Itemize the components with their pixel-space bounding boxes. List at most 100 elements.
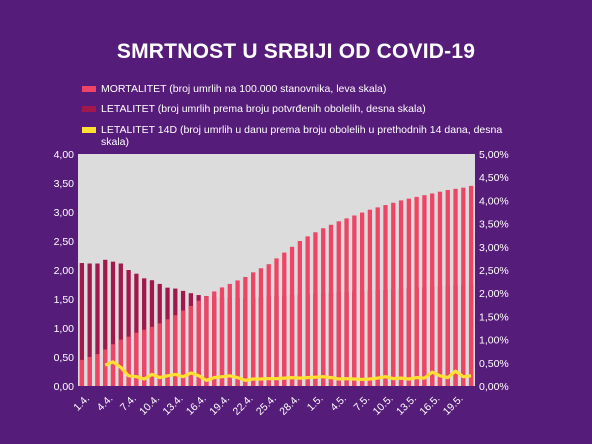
bar-mortalitet [430, 193, 435, 386]
bar-letalitet [79, 263, 85, 386]
y-left-tick-label: 3,50 [54, 178, 75, 190]
x-tick-label: 28.4. [277, 393, 302, 418]
bar-mortalitet [391, 202, 396, 386]
bar-mortalitet [359, 212, 365, 386]
legend-label-letalitet-14d: LETALITET 14D (broj umrlih u danu prema … [101, 124, 503, 148]
bar-mortalitet [165, 319, 170, 386]
y-left-tick-label: 0,00 [54, 381, 75, 393]
x-tick-label: 10.5. [371, 393, 396, 418]
bar-mortalitet [274, 258, 279, 386]
bar-mortalitet [266, 264, 271, 386]
bar-mortalitet [243, 276, 248, 386]
bar-mortalitet [437, 191, 443, 386]
bar-mortalitet [313, 232, 318, 386]
chart-title: SMRTNOST U SRBIJI OD COVID-19 [116, 40, 476, 63]
bar-mortalitet [134, 332, 139, 386]
x-tick-label: 10.4. [137, 393, 162, 418]
bar-mortalitet [219, 287, 225, 386]
bar-letalitet [126, 270, 131, 386]
bar-mortalitet [227, 283, 232, 386]
bar-letalitet [134, 273, 139, 386]
x-tick-label: 19.5. [441, 393, 466, 418]
y-right-tick-label: 0,00% [479, 381, 509, 393]
y-right-tick-label: 4,50% [479, 172, 509, 184]
bar-mortalitet [305, 236, 310, 386]
bar-mortalitet [126, 336, 131, 386]
bar-mortalitet [406, 198, 411, 386]
y-right-tick-label: 0,50% [479, 358, 509, 370]
legend-item-letalitet: LETALITET (broj umrlih prema broju potvr… [82, 103, 521, 115]
y-left-tick-label: 2,00 [54, 265, 75, 277]
bar-mortalitet [453, 188, 458, 386]
bar-mortalitet [297, 241, 302, 386]
bar-mortalitet [328, 224, 334, 386]
x-tick-label: 16.4. [184, 393, 209, 418]
bar-mortalitet [95, 354, 100, 386]
bar-mortalitet [79, 359, 85, 386]
bar-letalitet [103, 259, 108, 386]
x-tick-label: 13.5. [394, 393, 419, 418]
bar-mortalitet [149, 326, 155, 386]
bar-mortalitet [118, 339, 123, 386]
legend-label-mortalitet: MORTALITET (broj umrlih na 100.000 stano… [101, 83, 387, 95]
y-right-tick-label: 5,00% [479, 149, 509, 161]
bar-mortalitet [173, 315, 178, 386]
legend-swatch-letalitet [82, 106, 96, 112]
y-left-tick-label: 3,00 [54, 207, 75, 219]
bar-mortalitet [110, 344, 116, 386]
bar-mortalitet [383, 205, 388, 386]
bar-mortalitet [142, 329, 147, 386]
bar-mortalitet [235, 280, 240, 386]
legend-swatch-mortalitet [82, 86, 96, 92]
bar-mortalitet [367, 209, 373, 386]
x-tick-label: 25.4. [254, 393, 279, 418]
bar-letalitet [95, 263, 100, 386]
y-right-tick-label: 1,00% [479, 335, 509, 347]
y-right-tick-label: 2,50% [479, 265, 509, 277]
line-letalitet-14d [104, 360, 472, 382]
bar-mortalitet [289, 246, 295, 386]
bar-letalitet [110, 261, 116, 386]
y-left-tick-label: 1,50 [54, 294, 75, 306]
x-tick-label: 1.5. [305, 393, 326, 414]
y-left-tick-label: 0,50 [54, 352, 75, 364]
bar-mortalitet [321, 228, 326, 386]
bar-mortalitet [157, 323, 162, 386]
x-tick-label: 4.4. [95, 393, 116, 414]
legend-item-letalitet-14d: LETALITET 14D (broj umrlih u danu prema … [82, 124, 521, 148]
x-tick-label: 22.4. [231, 393, 256, 418]
x-tick-label: 7.5. [351, 393, 372, 414]
bar-mortalitet [468, 185, 474, 386]
bar-mortalitet [336, 221, 341, 386]
bar-letalitet [87, 263, 92, 386]
y-right-tick-label: 4,00% [479, 195, 509, 207]
y-left-tick-label: 4,00 [54, 149, 75, 161]
legend-label-letalitet: LETALITET (broj umrlih prema broju potvr… [101, 103, 426, 115]
bar-mortalitet [375, 207, 380, 386]
x-tick-label: 19.4. [207, 393, 232, 418]
y-left-tick-label: 2,50 [54, 236, 75, 248]
bar-mortalitet [103, 349, 108, 386]
bar-mortalitet [212, 291, 217, 386]
bar-mortalitet [258, 268, 264, 386]
x-tick-label: 7.4. [118, 393, 139, 414]
bar-mortalitet [204, 296, 209, 386]
x-tick-label: 16.5. [417, 393, 442, 418]
bar-letalitet [118, 263, 123, 386]
y-right-tick-label: 3,50% [479, 219, 509, 231]
bar-mortalitet [422, 195, 427, 386]
bar-mortalitet [344, 218, 349, 386]
bar-mortalitet [445, 189, 450, 386]
y-left-tick-label: 1,00 [54, 323, 75, 335]
bar-mortalitet [282, 252, 287, 386]
y-right-tick-label: 3,00% [479, 242, 509, 254]
bar-mortalitet [414, 196, 419, 386]
x-tick-label: 1.4. [71, 393, 92, 414]
bar-mortalitet [352, 215, 357, 386]
x-tick-label: 4.5. [328, 393, 349, 414]
bar-mortalitet [188, 305, 194, 386]
bar-mortalitet [398, 200, 404, 386]
bar-mortalitet [251, 272, 256, 386]
bar-mortalitet [87, 357, 92, 386]
